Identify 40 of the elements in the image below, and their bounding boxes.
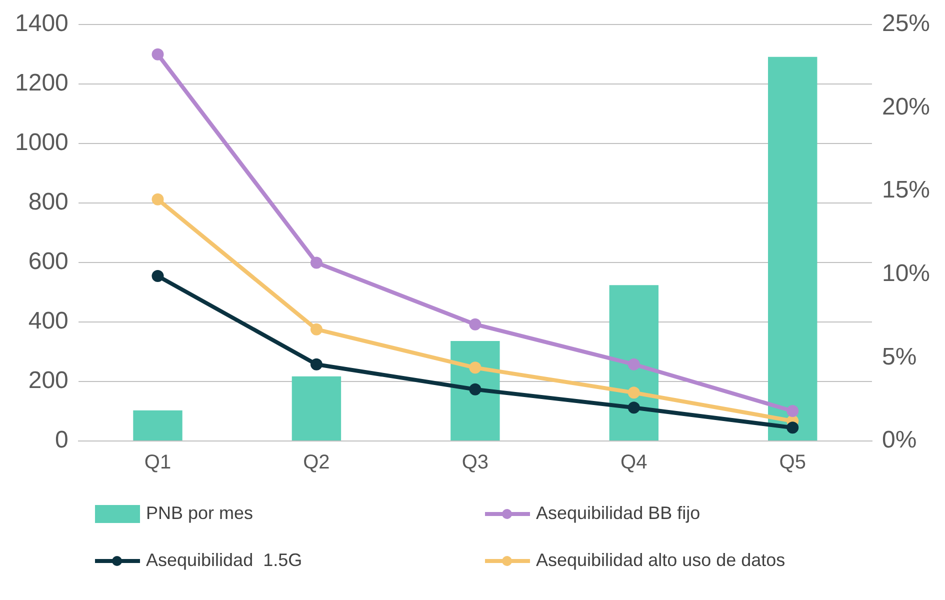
y-tick-label: 600: [28, 248, 68, 276]
point: [786, 422, 799, 434]
y2-tick-label: 20%: [882, 93, 930, 120]
point: [469, 383, 482, 396]
point: [310, 256, 322, 269]
legend-label: Asequibilidad 1.5G: [146, 550, 302, 571]
bar: [292, 376, 342, 440]
point: [152, 193, 164, 206]
y-tick-label: 1200: [15, 70, 68, 97]
y-tick-label: 400: [28, 308, 68, 335]
y2-tick-label: 5%: [882, 343, 917, 370]
point: [628, 402, 640, 414]
point: [152, 270, 164, 282]
x-tick-label: Q5: [779, 452, 806, 474]
point: [310, 358, 322, 370]
x-tick-label: Q4: [620, 452, 648, 474]
y2-tick-label: 25%: [882, 10, 930, 38]
y-tick-label: 800: [28, 188, 68, 216]
point: [628, 358, 640, 370]
x-tick-label: Q2: [303, 452, 330, 474]
bar: [133, 410, 182, 440]
legend-label: Asequibilidad alto uso de datos: [536, 550, 786, 571]
legend-label: Asequibilidad BB fijo: [536, 503, 700, 524]
point: [469, 318, 482, 330]
x-tick-label: Q3: [462, 452, 489, 474]
point: [628, 386, 640, 399]
y2-tick-label: 10%: [882, 260, 930, 287]
y2-tick-label: 15%: [882, 176, 930, 204]
y-tick-label: 200: [28, 367, 68, 394]
y2-tick-label: 0%: [882, 426, 917, 454]
point: [786, 405, 799, 418]
y-tick-label: 1400: [15, 10, 68, 38]
bar: [768, 56, 818, 440]
point: [152, 48, 164, 60]
y-tick-label: 1000: [15, 129, 68, 156]
point: [310, 323, 322, 336]
legend-label: PNB por mes: [146, 503, 254, 524]
x-tick-label: Q1: [144, 452, 172, 474]
point: [469, 362, 482, 374]
y-tick-label: 0: [55, 426, 68, 454]
